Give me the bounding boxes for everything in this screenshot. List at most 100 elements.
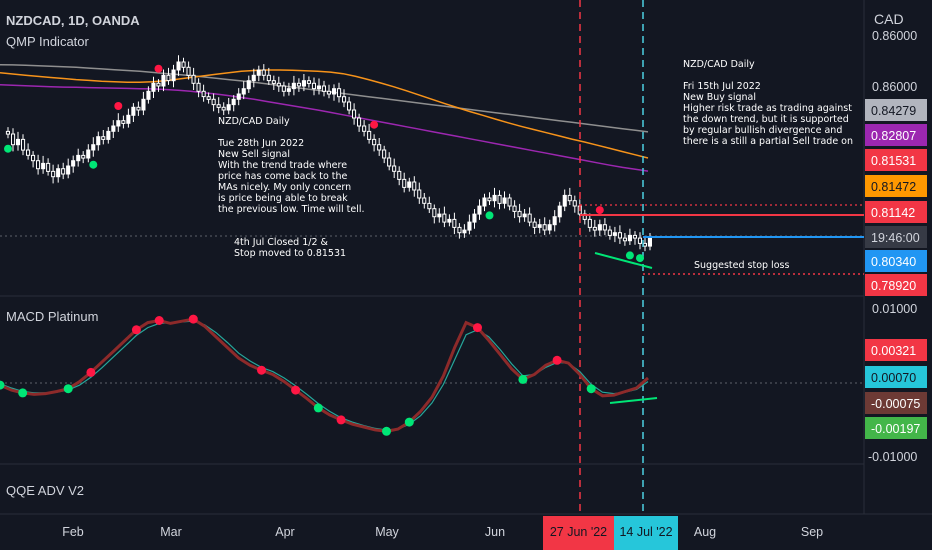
candle-up <box>71 160 76 167</box>
candle-up <box>176 61 181 71</box>
sell-annotation: NZD/CAD Daily Tue 28th Jun 2022 New Sell … <box>217 116 364 215</box>
candle-down <box>622 237 628 242</box>
candle-down <box>397 170 402 180</box>
candle-down <box>342 96 347 103</box>
macd-tick-neg001: -0.01000 <box>868 450 917 464</box>
annotation-line: the down trend, but it is supported <box>683 114 849 125</box>
candle-down <box>442 213 447 223</box>
candle-up <box>437 213 442 218</box>
candle-down <box>166 74 171 82</box>
ma-orange-line <box>0 69 649 159</box>
candle-down <box>101 136 106 140</box>
time-tick: Feb <box>62 525 84 539</box>
buy-signal-dot <box>625 251 634 260</box>
macd-value-badge <box>865 417 927 439</box>
price-badge <box>865 226 927 248</box>
candle-down <box>21 138 26 151</box>
macd-tick-001: 0.01000 <box>872 302 917 316</box>
annotation-line <box>683 70 686 81</box>
candle-up <box>96 136 101 146</box>
candle-down <box>191 74 196 84</box>
price-badge-text: 0.81142 <box>871 206 915 220</box>
candle-up <box>131 106 136 116</box>
macd-green-dot <box>18 388 28 398</box>
qqe-title: QQE ADV V2 <box>6 483 84 498</box>
candle-down <box>206 96 211 100</box>
candle-down <box>487 197 492 202</box>
macd-green-dot <box>404 417 414 427</box>
time-tick: Sep <box>801 525 823 539</box>
candle-down <box>587 218 592 228</box>
candle-down <box>196 82 201 92</box>
annotation-line: MAs nicely. My only concern <box>218 182 351 193</box>
macd-value-text: -0.00197 <box>871 422 920 436</box>
candle-down <box>31 154 36 162</box>
candle-down <box>46 162 51 172</box>
candle-up <box>171 69 176 82</box>
candle-down <box>362 125 367 132</box>
candle-up <box>66 165 71 175</box>
price-badge <box>865 175 927 197</box>
candle-down <box>392 165 397 172</box>
macd-red-dot <box>552 355 562 365</box>
price-badge <box>865 274 927 296</box>
buy-signal-dot <box>636 254 644 263</box>
symbol-title: NZDCAD, 1D, OANDA <box>6 13 140 28</box>
candle-up <box>116 120 121 127</box>
candle-down <box>567 194 572 202</box>
candlesticks <box>5 55 653 252</box>
price-divergence-line <box>594 252 653 269</box>
candle-up <box>241 88 246 95</box>
candle-down <box>136 106 141 111</box>
time-marker-badge <box>543 516 614 550</box>
candle-down <box>452 218 457 228</box>
candle-up <box>256 69 261 76</box>
annotation-line: there is a still a partial Sell trade on <box>683 136 853 147</box>
candle-up <box>502 197 507 204</box>
annotation-line: With the trend trade where <box>218 160 347 171</box>
macd-value-text: -0.00075 <box>871 397 920 411</box>
candle-up <box>332 88 337 95</box>
time-axis: Feb Mar Apr May Jun Aug Sep 27 Jun '22 14 Jul '2… <box>62 516 823 550</box>
buy-signal-dot <box>4 144 12 153</box>
candle-down <box>36 160 41 170</box>
price-badge-text: 19:46:00 <box>871 231 920 245</box>
candle-up <box>236 93 241 100</box>
candle-down <box>261 69 266 76</box>
price-badges: 0.84279 0.82807 0.81531 0.81472 0.81142 19:46… <box>865 99 927 439</box>
annotation-line: Tue 28th Jun 2022 <box>217 138 304 149</box>
signal-dots <box>4 64 644 263</box>
candle-up <box>552 216 557 226</box>
time-tick: Apr <box>275 525 294 539</box>
candle-down <box>457 226 462 234</box>
macd-red-dot <box>473 323 482 333</box>
time-tick: Mar <box>160 525 182 539</box>
candle-up <box>86 149 91 159</box>
macd-value-text: 0.00070 <box>871 371 916 385</box>
candle-up <box>407 181 412 188</box>
candle-up <box>226 104 231 111</box>
annotation-line: New Buy signal <box>683 92 756 103</box>
candle-up <box>41 162 46 170</box>
candle-down <box>281 85 286 92</box>
price-badge <box>865 99 927 121</box>
candle-down <box>266 74 271 82</box>
candle-up <box>477 205 482 215</box>
time-marker-text: 14 Jul '22 <box>619 525 672 539</box>
candle-up <box>291 82 296 90</box>
annotation-line: Fri 15th Jul 2022 <box>683 81 761 92</box>
candle-up <box>492 194 497 202</box>
stop-annotation: Suggested stop loss <box>694 260 789 271</box>
candle-down <box>417 189 422 199</box>
price-tick-086: 0.86000 <box>872 80 917 94</box>
candle-down <box>352 109 357 119</box>
candle-up <box>467 221 472 231</box>
annotation-line: 4th Jul Closed 1/2 & <box>234 237 329 248</box>
candle-up <box>301 80 306 87</box>
sell-signal-dot <box>154 64 163 73</box>
buy-annotation: NZD/CAD Daily Fri 15th Jul 2022 New Buy s… <box>683 59 853 147</box>
candle-up <box>231 98 236 106</box>
macd-green-dot <box>63 384 73 394</box>
candle-down <box>11 133 16 146</box>
